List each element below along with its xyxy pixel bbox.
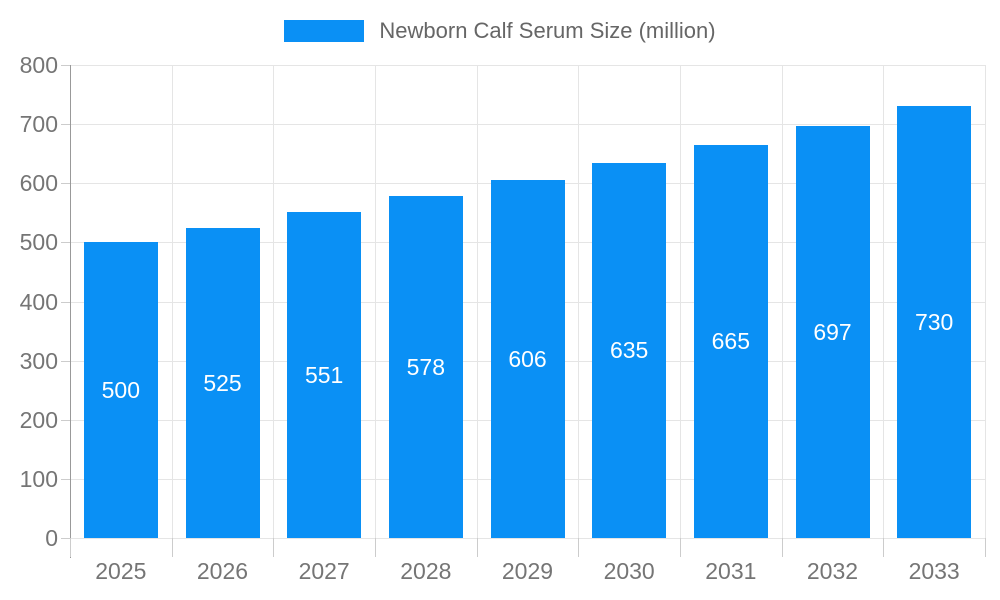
x-tick-label: 2030 — [603, 558, 655, 584]
legend-swatch — [284, 20, 365, 42]
x-axis-tick — [375, 538, 376, 557]
h-gridline — [70, 538, 985, 539]
v-gridline — [578, 65, 580, 538]
v-gridline — [476, 65, 478, 538]
y-axis-tick — [61, 183, 70, 185]
plot-area: 500 525 551 578 606 635 665 697 730 — [70, 65, 986, 539]
y-axis-tick — [61, 301, 70, 303]
v-gridline — [680, 65, 681, 538]
bar-value-label: 606 — [508, 345, 547, 372]
y-tick-label: 0 — [45, 525, 58, 551]
legend: Newborn Calf Serum Size (million) — [0, 18, 1000, 44]
h-gridline — [70, 124, 985, 126]
bar: 665 — [693, 144, 768, 538]
x-axis-tick — [680, 538, 681, 557]
y-axis-tick — [61, 360, 70, 362]
bar: 730 — [897, 106, 972, 538]
bar: 578 — [388, 196, 463, 538]
x-tick-label: 2027 — [298, 558, 350, 584]
bar-value-label: 635 — [609, 337, 649, 364]
y-axis-tick — [61, 419, 70, 421]
x-tick-label: 2031 — [705, 558, 757, 584]
bar: 500 — [83, 242, 158, 538]
x-axis-tick — [70, 538, 71, 557]
y-axis-tick — [61, 242, 70, 244]
v-gridline — [273, 65, 275, 538]
x-tick-label: 2029 — [501, 558, 554, 584]
v-gridline — [375, 65, 376, 538]
x-tick-label: 2032 — [806, 558, 859, 584]
y-axis-tick — [61, 538, 70, 539]
bar: 635 — [592, 162, 667, 538]
x-axis-tick — [476, 538, 478, 557]
y-axis-line — [70, 65, 71, 558]
y-tick-label: 600 — [19, 170, 58, 197]
y-axis-tick — [61, 124, 70, 126]
y-axis-tick — [61, 478, 70, 480]
x-axis-tick — [171, 538, 173, 557]
v-gridline — [781, 65, 783, 538]
bar-value-label: 697 — [813, 318, 852, 345]
x-axis-tick — [883, 538, 885, 557]
x-tick-label: 2033 — [908, 558, 960, 584]
bar: 697 — [795, 125, 870, 538]
bar-value-label: 500 — [101, 377, 141, 404]
bar: 525 — [185, 227, 260, 538]
y-tick-label: 200 — [19, 406, 58, 433]
bar-value-label: 665 — [711, 328, 751, 355]
v-gridline — [883, 65, 885, 538]
x-axis-tick — [273, 538, 275, 557]
bar-value-label: 525 — [203, 369, 242, 396]
y-tick-label: 300 — [19, 347, 58, 374]
v-gridline — [171, 65, 173, 538]
y-axis-tick — [61, 65, 70, 66]
x-tick-label: 2028 — [400, 558, 452, 584]
x-tick-label: 2025 — [95, 558, 147, 584]
bar: 551 — [287, 212, 362, 538]
bar-value-label: 730 — [914, 309, 954, 336]
y-tick-label: 100 — [19, 465, 58, 492]
bar: 606 — [490, 179, 565, 538]
h-gridline — [70, 65, 985, 66]
legend-label: Newborn Calf Serum Size (million) — [379, 18, 716, 43]
v-gridline — [985, 65, 986, 538]
bar-value-label: 551 — [304, 362, 344, 389]
y-tick-label: 800 — [19, 52, 58, 78]
bar-value-label: 578 — [406, 354, 446, 381]
y-tick-label: 500 — [19, 229, 58, 256]
x-axis-tick — [781, 538, 783, 557]
x-axis-tick — [985, 538, 986, 557]
y-tick-label: 400 — [19, 288, 58, 315]
y-tick-label: 700 — [19, 111, 58, 138]
x-axis-tick — [578, 538, 580, 557]
x-tick-label: 2026 — [196, 558, 249, 584]
